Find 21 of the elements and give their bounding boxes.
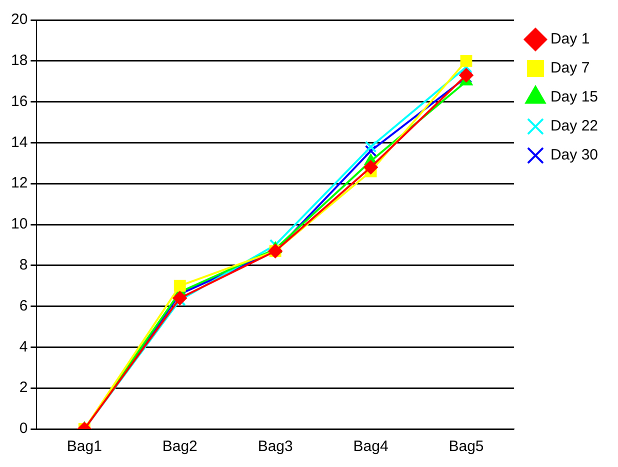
y-tick-label: 18 — [10, 52, 28, 70]
x-tick-label: Bag3 — [258, 438, 293, 456]
legend-label: Day 22 — [550, 118, 598, 135]
x-tick-label: Bag5 — [448, 438, 484, 456]
legend-label: Day 30 — [550, 146, 598, 164]
y-tick-label: 16 — [10, 92, 28, 110]
y-tick-label: 20 — [10, 11, 28, 28]
y-tick-label: 14 — [10, 134, 28, 151]
legend-label: Day 1 — [550, 30, 590, 48]
legend-label: Day 7 — [550, 60, 590, 77]
y-tick-label: 0 — [19, 420, 28, 438]
x-tick-label: Bag4 — [353, 438, 388, 456]
y-tick-label: 10 — [10, 216, 28, 233]
legend-label: Day 15 — [550, 88, 598, 106]
y-tick-label: 2 — [19, 379, 28, 396]
y-tick-label: 6 — [19, 297, 28, 314]
y-tick-label: 12 — [10, 174, 28, 192]
y-tick-label: 4 — [19, 338, 28, 356]
x-tick-label: Bag1 — [66, 438, 102, 456]
y-tick-label: 8 — [19, 256, 28, 274]
x-tick-label: Bag2 — [162, 438, 198, 456]
